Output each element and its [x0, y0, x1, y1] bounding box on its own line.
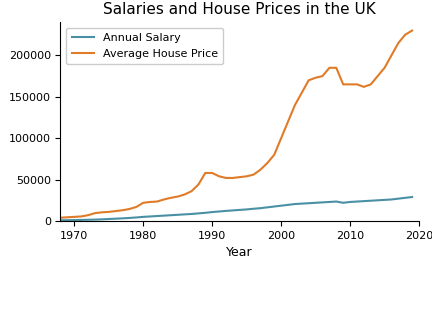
Annual Salary [223, 209, 229, 213]
Average House Price [382, 66, 387, 70]
Average House Price [272, 153, 277, 157]
Text: FUN: FUN [216, 290, 245, 303]
Line: Annual Salary: Annual Salary [60, 197, 412, 220]
Average House Price [182, 193, 187, 197]
Title: Salaries and House Prices in the UK: Salaries and House Prices in the UK [103, 2, 376, 17]
Text: substance: substance [245, 290, 317, 303]
X-axis label: Year: Year [226, 246, 253, 259]
Average House Price [58, 216, 63, 220]
Average House Price [86, 213, 91, 217]
Average House Price [286, 120, 291, 123]
Annual Salary [58, 218, 63, 222]
Average House Price [410, 29, 415, 32]
Text: More like this at: More like this at [112, 290, 216, 303]
Annual Salary [272, 204, 277, 208]
Legend: Annual Salary, Average House Price: Annual Salary, Average House Price [66, 28, 223, 65]
Y-axis label: £: £ [0, 118, 3, 126]
Annual Salary [286, 203, 291, 207]
Annual Salary [382, 198, 387, 202]
Annual Salary [410, 195, 415, 199]
Annual Salary [86, 218, 91, 222]
Annual Salary [182, 212, 187, 216]
Text: .com: .com [286, 290, 316, 303]
Line: Average House Price: Average House Price [60, 31, 412, 218]
Average House Price [223, 176, 229, 180]
